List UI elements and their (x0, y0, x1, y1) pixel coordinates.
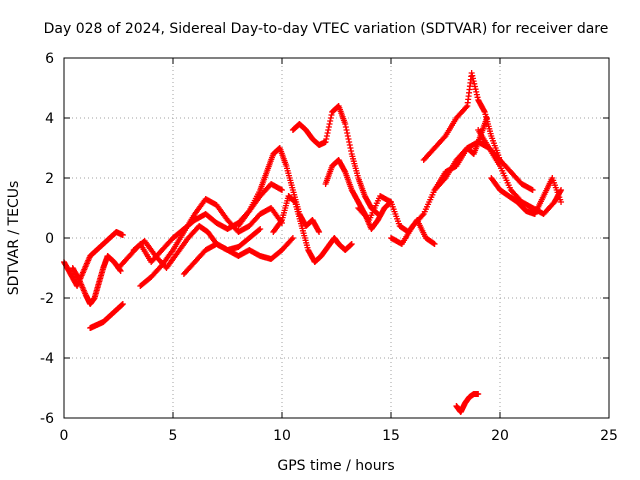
data-point (558, 199, 565, 205)
data-point (469, 75, 476, 82)
data-point (529, 187, 536, 193)
data-point (463, 104, 470, 111)
data-points (61, 70, 565, 415)
x-tick-label: 5 (169, 428, 178, 444)
data-point (471, 83, 478, 90)
x-tick-label: 0 (60, 428, 69, 444)
x-axis-label: GPS time / hours (277, 458, 394, 474)
data-point (419, 212, 426, 219)
data-series (235, 145, 323, 235)
data-point (327, 118, 334, 124)
data-point (473, 88, 480, 95)
x-tick-label: 25 (600, 428, 618, 444)
data-point (288, 236, 295, 243)
y-tick-label: -2 (40, 291, 54, 307)
data-point (345, 136, 352, 142)
data-point (348, 148, 355, 154)
data-series (488, 175, 565, 217)
data-point (468, 70, 475, 76)
y-axis-label: SDTVAR / TECUs (6, 181, 22, 296)
data-point (469, 72, 476, 79)
data-point (342, 121, 349, 127)
data-point (431, 241, 438, 247)
data-point (256, 226, 263, 233)
data-point (325, 124, 332, 130)
x-tick-label: 20 (491, 428, 509, 444)
data-series (69, 253, 124, 307)
data-series (453, 391, 482, 415)
data-point (474, 94, 481, 101)
data-point (481, 107, 488, 114)
data-point (341, 167, 348, 174)
data-point (343, 127, 350, 133)
data-point (119, 232, 126, 238)
y-tick-label: -4 (40, 351, 54, 367)
data-point (347, 145, 354, 151)
data-point (75, 275, 82, 282)
x-tick-label: 15 (382, 428, 400, 444)
data-point (344, 130, 351, 136)
data-point (348, 241, 355, 247)
y-tick-label: 0 (45, 231, 54, 247)
y-tick-label: 2 (45, 171, 54, 187)
data-series (87, 301, 126, 331)
data-point (289, 235, 296, 241)
data-point (557, 188, 564, 195)
data-point (315, 227, 322, 234)
data-point (471, 80, 478, 87)
data-point (473, 91, 480, 98)
data-point (323, 133, 330, 139)
x-tick-label: 10 (273, 428, 291, 444)
axis-ticks: 0 5 10 15 20 25 -6 -4 -2 0 2 4 6 (40, 51, 618, 444)
data-series (420, 70, 503, 163)
chart-title: Day 028 of 2024, Sidereal Day-to-day VTE… (44, 21, 609, 37)
data-point (325, 127, 332, 133)
y-tick-label: -6 (40, 411, 54, 427)
data-point (324, 130, 331, 136)
y-tick-label: 6 (45, 51, 54, 67)
y-tick-label: 4 (45, 111, 54, 127)
data-point (327, 115, 334, 121)
data-point (328, 112, 335, 118)
data-point (344, 133, 351, 139)
data-point (119, 301, 126, 307)
data-series (61, 229, 126, 289)
data-point (323, 136, 330, 142)
data-point (257, 226, 264, 232)
data-point (322, 139, 329, 145)
data-point (278, 218, 285, 225)
data-point (342, 124, 349, 130)
data-series (180, 235, 296, 277)
data-point (470, 78, 477, 85)
data-point (279, 187, 285, 193)
data-series (431, 139, 536, 193)
data-point (472, 86, 479, 93)
data-series (270, 193, 355, 265)
data-point (316, 229, 323, 235)
data-series (289, 103, 381, 217)
data-point (346, 142, 353, 148)
data-series (137, 196, 285, 289)
data-point (346, 139, 353, 145)
data-point (326, 121, 333, 127)
data-point (475, 391, 482, 397)
